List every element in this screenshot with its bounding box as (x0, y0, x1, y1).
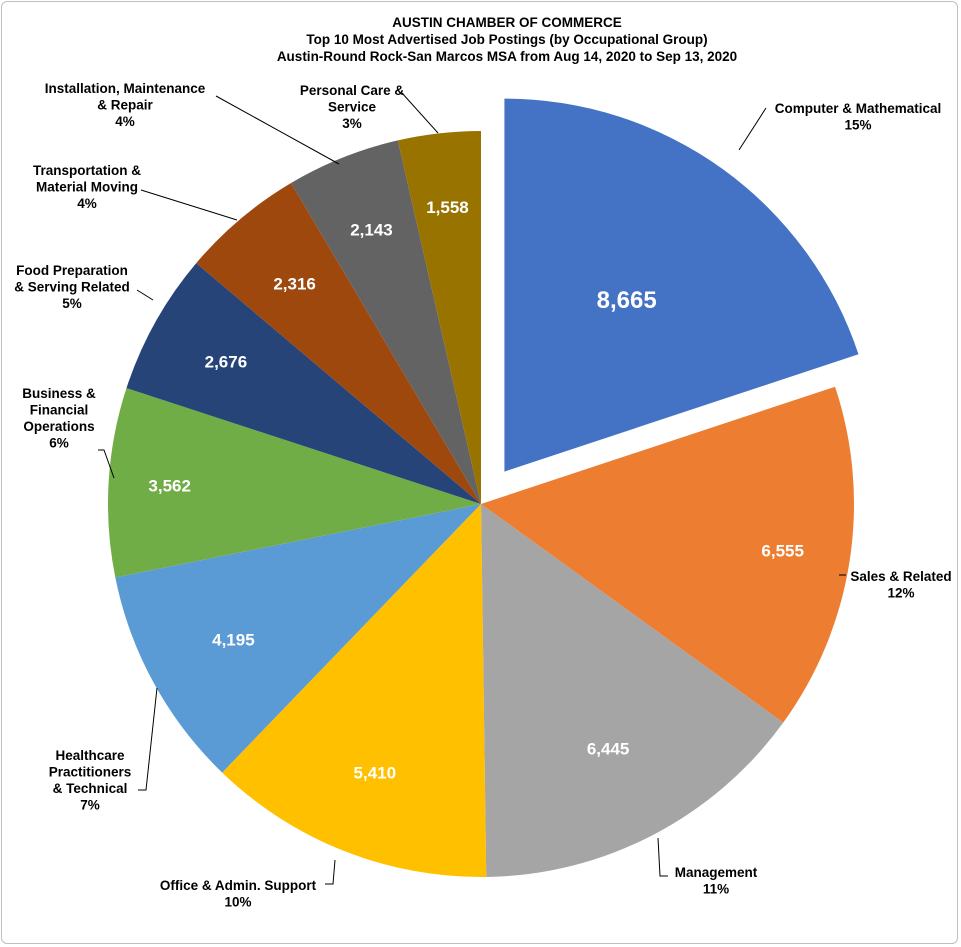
value-label: 6,555 (761, 542, 804, 561)
leader-lines (98, 92, 846, 885)
category-name-line: Sales & Related (850, 569, 951, 584)
pie-slice-transportation-material-moving (196, 182, 481, 505)
category-percent: 12% (887, 586, 914, 601)
category-name-line: Management (675, 865, 758, 880)
category-label: Office & Admin. Support 10% (160, 878, 317, 910)
category-name-line: Transportation & (33, 163, 141, 178)
category-name-line: Food Preparation (16, 263, 128, 278)
category-percent: 15% (844, 118, 871, 133)
category-name-line: Financial (30, 403, 89, 418)
pie-slices (108, 98, 859, 877)
category-name-line: Computer & Mathematical (775, 101, 942, 116)
value-label: 2,316 (273, 274, 316, 293)
category-label: Healthcare Practitioners & Technical 7% (49, 748, 132, 813)
category-percent: 5% (62, 296, 82, 311)
category-label: Sales & Related 12% (850, 569, 951, 601)
leader-line (98, 449, 115, 479)
pie-slice-computer-mathematical (504, 98, 859, 472)
category-label: Personal Care & Service 3% (300, 83, 405, 131)
category-label: Business & Financial Operations 6% (22, 386, 96, 451)
pie-slice-management (481, 504, 784, 877)
chart-subtitle-line-1: Top 10 Most Advertised Job Postings (by … (306, 32, 707, 47)
value-label: 8,665 (597, 287, 657, 314)
category-name-line: Office & Admin. Support (160, 878, 317, 893)
category-name-line: Material Moving (36, 180, 138, 195)
pie-slice-personal-care-service (397, 131, 481, 504)
pie-slice-business-financial-operations (108, 388, 481, 578)
category-percent: 6% (49, 436, 69, 451)
category-label: Computer & Mathematical 15% (775, 101, 942, 133)
chart-subtitle-line-2: Austin-Round Rock-San Marcos MSA from Au… (277, 49, 737, 64)
leader-line (401, 92, 439, 134)
value-label: 6,445 (587, 740, 630, 759)
category-percent: 4% (115, 114, 135, 129)
category-label: Management 11% (675, 865, 758, 897)
value-label: 1,558 (426, 198, 469, 217)
value-label: 5,410 (354, 764, 397, 783)
category-name-line: Installation, Maintenance (45, 81, 206, 96)
category-percent: 4% (77, 196, 97, 211)
chart-title-line: AUSTIN CHAMBER OF COMMERCE (392, 15, 622, 30)
category-name-line: & Technical (53, 781, 128, 796)
value-labels: 8,665 6,555 6,445 5,410 4,195 3,562 2,676 2,316… (148, 198, 804, 782)
value-label: 4,195 (212, 631, 255, 650)
category-labels: Computer & Mathematical 15% Sales & Relate… (14, 81, 951, 910)
leader-line (138, 687, 158, 791)
pie-slice-healthcare-practitioners-technical (115, 504, 481, 773)
leader-line (738, 107, 767, 151)
category-label: Food Preparation & Serving Related 5% (14, 263, 130, 311)
pie-slice-food-preparation-serving-related (126, 263, 482, 504)
category-label: Transportation & Material Moving 4% (33, 163, 141, 211)
chart-title: AUSTIN CHAMBER OF COMMERCE Top 10 Most A… (277, 15, 737, 64)
category-name-line: Business & (22, 386, 96, 401)
category-name-line: Service (328, 100, 377, 115)
category-name-line: Healthcare (55, 748, 125, 763)
leader-line (136, 289, 154, 301)
pie-slice-installation-maintenance-repair (291, 140, 481, 505)
leader-line (657, 837, 668, 877)
pie-slice-office-admin-support (222, 504, 487, 877)
category-name-line: Operations (23, 419, 94, 434)
category-label: Installation, Maintenance & Repair 4% (45, 81, 206, 129)
category-percent: 3% (342, 116, 362, 131)
pie-slice-sales-related (481, 386, 855, 723)
category-name-line: & Serving Related (14, 280, 130, 295)
category-name-line: Personal Care & (300, 83, 405, 98)
category-percent: 7% (80, 798, 100, 813)
category-name-line: Practitioners (49, 765, 132, 780)
value-label: 2,676 (205, 353, 248, 372)
leader-line (325, 859, 336, 885)
value-label: 2,143 (350, 221, 393, 240)
category-name-line: & Repair (97, 98, 153, 113)
category-percent: 11% (703, 882, 729, 897)
category-percent: 10% (224, 895, 251, 910)
value-label: 3,562 (148, 477, 191, 496)
leader-line (215, 95, 340, 165)
leader-line (140, 189, 238, 221)
